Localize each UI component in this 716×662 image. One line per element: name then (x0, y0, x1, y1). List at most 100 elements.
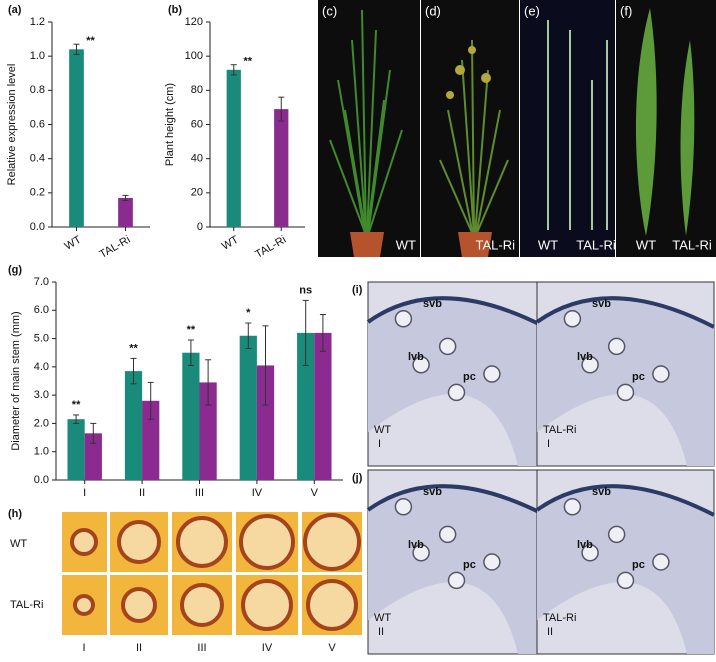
y-tick-label: 4.0 (34, 361, 49, 373)
panel-label: (e) (524, 3, 540, 18)
stage-label: II (547, 626, 553, 638)
vascular-bundle (412, 356, 430, 374)
significance: ** (187, 324, 196, 336)
vascular-bundle (581, 356, 599, 374)
bar (118, 197, 133, 227)
pot (458, 232, 492, 257)
panel-label: (f) (620, 3, 632, 18)
genotype-label: TAL-Ri (543, 612, 576, 624)
y-tick-label: 120 (185, 16, 203, 28)
y-tick-label: 100 (185, 50, 203, 62)
y-tick-label: 40 (191, 153, 203, 165)
x-tick-label: TAL-Ri (98, 234, 133, 261)
y-tick-label: 0.4 (30, 153, 45, 165)
genotype-label: WT (374, 612, 391, 624)
panicles (446, 46, 491, 99)
panel-label: (i) (352, 284, 363, 296)
photo-label: TAL-Ri (476, 237, 516, 252)
vascular-bundle (563, 310, 582, 328)
y-tick-label: 7.0 (34, 276, 49, 288)
bar (297, 332, 315, 480)
column-label: I (82, 642, 85, 654)
column-label: III (197, 642, 206, 654)
bar (142, 400, 160, 480)
bar (226, 69, 241, 227)
vascular-bundle (616, 571, 635, 590)
panel-label: (g) (8, 264, 22, 276)
tissue-band (368, 486, 545, 654)
photo-label: WT (636, 237, 656, 252)
tissue-label: pc (463, 559, 476, 571)
vascular-bundle (616, 383, 635, 402)
tissue-label: pc (632, 559, 645, 571)
y-tick-label: 5.0 (34, 332, 49, 344)
x-tick-label: WT (220, 234, 241, 253)
y-tick-label: 20 (191, 187, 203, 199)
stage-label: I (547, 438, 550, 450)
y-tick-label: 0.2 (30, 187, 45, 199)
vascular-bundle (483, 553, 501, 571)
pot (350, 232, 384, 257)
tissue-band (537, 486, 714, 654)
stems (547, 20, 608, 230)
tissue-label: lvb (577, 539, 593, 551)
vascular-bundle (607, 337, 626, 356)
panel-label: (h) (8, 508, 22, 520)
y-tick-label: 2.0 (34, 417, 49, 429)
tissue-label: svb (592, 298, 611, 310)
error-bar (278, 96, 285, 122)
stage-label: II (378, 626, 384, 638)
y-tick-label: 0 (197, 221, 203, 233)
tissue-label: lvb (408, 539, 424, 551)
significance: ** (72, 399, 81, 411)
error-bar (187, 339, 194, 366)
vascular-bundle (394, 310, 413, 328)
plant (439, 39, 509, 236)
photo-f (616, 0, 716, 257)
vascular-bundle (607, 525, 626, 544)
y-tick-label: 1.2 (30, 16, 45, 28)
x-tick-label: II (139, 487, 145, 499)
panel-label: (b) (168, 4, 182, 16)
bar (182, 352, 200, 480)
y-tick-label: 60 (191, 118, 203, 130)
tissue-band (537, 298, 714, 466)
y-tick-label: 0.0 (34, 474, 49, 486)
leaf (680, 40, 695, 236)
bar (256, 365, 275, 480)
photo-e (520, 0, 615, 257)
error-bar (90, 422, 97, 444)
tissue-band (368, 298, 545, 466)
photo-label: WT (396, 237, 416, 252)
y-tick-label: 6.0 (34, 304, 49, 316)
bar (67, 419, 85, 480)
epidermis (535, 296, 715, 329)
bar (124, 371, 143, 480)
photo-label: TAL-Ri (672, 237, 712, 252)
column-label: V (328, 642, 336, 654)
vascular-bundle (581, 544, 599, 562)
tissue-label: svb (423, 298, 442, 310)
tissue-label: pc (463, 371, 476, 383)
vascular-bundle (563, 498, 582, 516)
photo-label: WT (538, 237, 558, 252)
y-axis-label: Relative expression level (6, 64, 18, 186)
x-tick-label: IV (252, 487, 263, 499)
y-axis-label: Plant height (cm) (164, 83, 176, 166)
bar (84, 433, 102, 480)
x-tick-label: TAL-Ri (253, 234, 288, 261)
vascular-bundle (438, 337, 457, 356)
panel-label: (a) (8, 4, 22, 16)
epidermis (535, 484, 715, 517)
bar (239, 335, 257, 480)
vascular-bundle (412, 544, 430, 562)
vascular-bundle (447, 571, 466, 590)
row-label: WT (10, 538, 27, 550)
panel-label: (c) (322, 3, 337, 18)
column-label: II (136, 642, 142, 654)
vascular-bundle (483, 365, 501, 383)
error-bar (230, 64, 237, 76)
panel-label: (j) (352, 472, 363, 484)
tissue-label: svb (423, 486, 442, 498)
epidermis (366, 296, 546, 329)
